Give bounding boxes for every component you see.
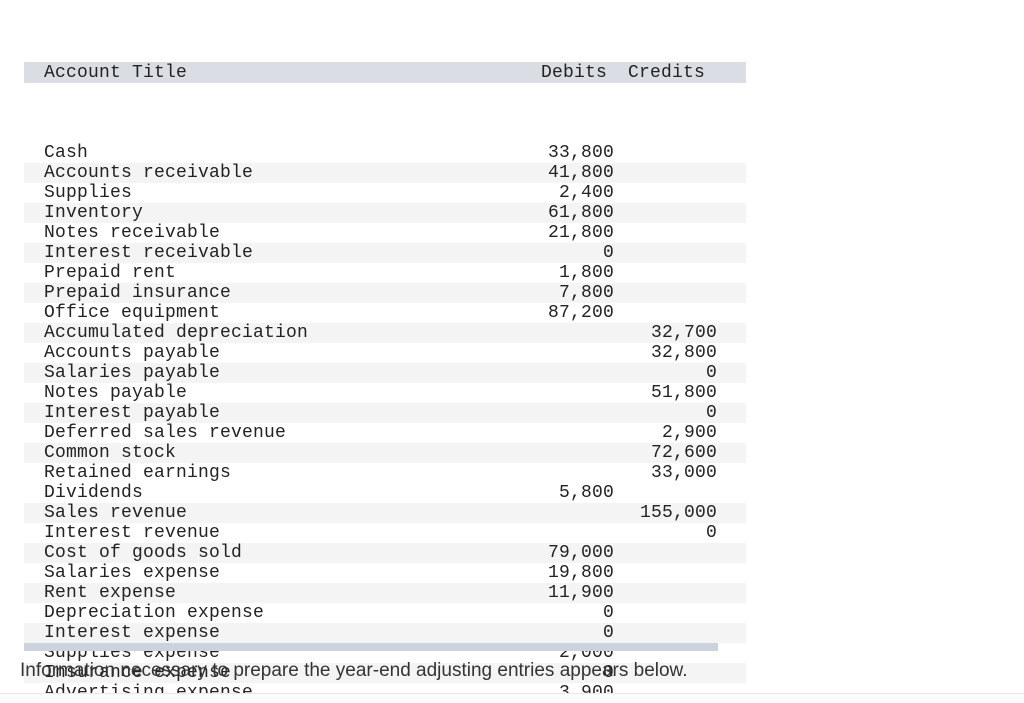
table-row: Prepaid rent 1,800 (24, 263, 746, 283)
account-title-cell: Prepaid rent (44, 263, 177, 283)
table-row: Interest payable 0 (24, 403, 746, 423)
debit-cell: 2,400 (558, 183, 614, 203)
debit-cell: 11,900 (547, 583, 614, 603)
account-title-cell: Prepaid insurance (44, 283, 232, 303)
table-row: Rent expense 11,900 (24, 583, 746, 603)
table-row: Interest expense 0 (24, 623, 746, 643)
trial-balance-table: Account Title Debits Credits Cash 33,800 A… (24, 22, 746, 703)
account-title-cell: Depreciation expense (44, 603, 265, 623)
account-title-cell: Retained earnings (44, 463, 232, 483)
table-header-row: Account Title Debits Credits (24, 62, 746, 83)
debit-cell: 5,800 (558, 483, 614, 503)
account-title-cell: Accumulated depreciation (44, 323, 309, 343)
account-title-cell: Insurance expense (44, 663, 232, 683)
account-title-cell: Accounts payable (44, 343, 221, 363)
table-row: Accounts payable 32,800 (24, 343, 746, 363)
table-row: Inventory 61,800 (24, 203, 746, 223)
debit-cell: 19,800 (547, 563, 614, 583)
account-title-cell: Interest expense (44, 623, 221, 643)
table-row: Cost of goods sold 79,000 (24, 543, 746, 563)
account-title-cell: Rent expense (44, 583, 177, 603)
account-title-cell: Accounts receivable (44, 163, 254, 183)
debit-cell: 0 (602, 623, 614, 643)
header-account-title: Account Title (44, 62, 188, 83)
table-row: Salaries expense 19,800 (24, 563, 746, 583)
account-title-cell: Office equipment (44, 303, 221, 323)
table-row: Notes payable 51,800 (24, 383, 746, 403)
header-credits: Credits (627, 62, 705, 83)
account-title-cell: Interest payable (44, 403, 221, 423)
debit-cell: 0 (602, 603, 614, 623)
debit-cell: 1,800 (558, 263, 614, 283)
credit-cell: 2,900 (661, 423, 717, 443)
credit-cell: 155,000 (639, 503, 717, 523)
bottom-divider (0, 693, 1024, 703)
footer-note: Information necessary to prepare the yea… (20, 660, 688, 681)
credit-cell: 33,000 (650, 463, 717, 483)
account-title-cell: Interest receivable (44, 243, 254, 263)
debit-cell: 41,800 (547, 163, 614, 183)
table-row: Depreciation expense 0 (24, 603, 746, 623)
credit-cell: 72,600 (650, 443, 717, 463)
account-title-cell: Notes receivable (44, 223, 221, 243)
credit-cell: 0 (705, 523, 717, 543)
table-row: Dividends 5,800 (24, 483, 746, 503)
header-debits: Debits (540, 62, 607, 83)
table-row: Deferred sales revenue 2,900 (24, 423, 746, 443)
table-rows: Cash 33,800 Accounts receivable 41,800 Suppl… (24, 143, 746, 703)
table-row: Interest revenue 0 (24, 523, 746, 543)
table-row: Prepaid insurance 7,800 (24, 283, 746, 303)
account-title-cell: Sales revenue (44, 503, 188, 523)
account-title-cell: Common stock (44, 443, 177, 463)
account-title-cell: Dividends (44, 483, 144, 503)
table-row: Insurance expense 0 (24, 663, 746, 683)
debit-cell: 61,800 (547, 203, 614, 223)
table-row: Common stock 72,600 (24, 443, 746, 463)
credit-cell: 0 (705, 363, 717, 383)
table-row: Accounts receivable 41,800 (24, 163, 746, 183)
table-row: Salaries payable 0 (24, 363, 746, 383)
table-row: Notes receivable 21,800 (24, 223, 746, 243)
table-row: Supplies 2,400 (24, 183, 746, 203)
table-row: Office equipment 87,200 (24, 303, 746, 323)
credit-cell: 51,800 (650, 383, 717, 403)
account-title-cell: Salaries payable (44, 363, 221, 383)
account-title-cell: Notes payable (44, 383, 188, 403)
account-title-cell: Inventory (44, 203, 144, 223)
account-title-cell: Salaries expense (44, 563, 221, 583)
table-row: Cash 33,800 (24, 143, 746, 163)
credit-cell: 0 (705, 403, 717, 423)
account-title-cell: Supplies (44, 183, 133, 203)
debit-cell: 0 (602, 663, 614, 683)
table-row: Retained earnings 33,000 (24, 463, 746, 483)
debit-cell: 0 (602, 243, 614, 263)
table-row: Interest receivable 0 (24, 243, 746, 263)
debit-cell: 7,800 (558, 283, 614, 303)
debit-cell: 79,000 (547, 543, 614, 563)
credit-cell: 32,700 (650, 323, 717, 343)
table-row: Accumulated depreciation 32,700 (24, 323, 746, 343)
account-title-cell: Deferred sales revenue (44, 423, 287, 443)
horizontal-scrollbar[interactable] (24, 643, 718, 651)
debit-cell: 87,200 (547, 303, 614, 323)
table-row: Sales revenue 155,000 (24, 503, 746, 523)
debit-cell: 21,800 (547, 223, 614, 243)
account-title-cell: Cash (44, 143, 89, 163)
account-title-cell: Cost of goods sold (44, 543, 243, 563)
debit-cell: 33,800 (547, 143, 614, 163)
credit-cell: 32,800 (650, 343, 717, 363)
account-title-cell: Interest revenue (44, 523, 221, 543)
